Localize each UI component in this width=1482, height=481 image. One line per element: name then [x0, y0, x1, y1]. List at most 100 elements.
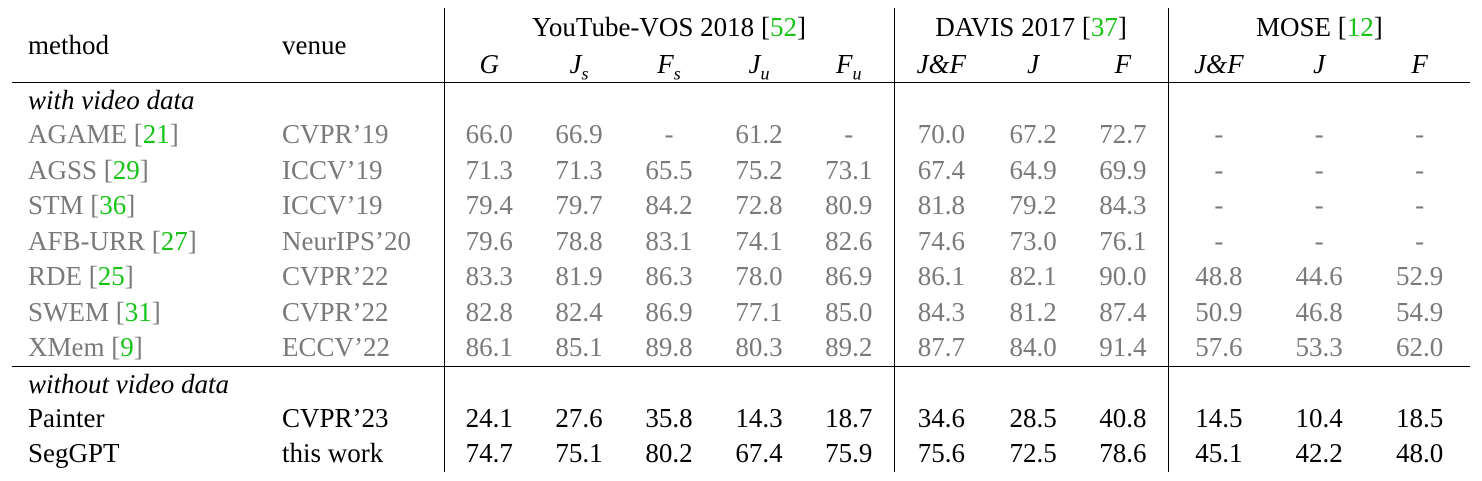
mose-group-name: MOSE — [1255, 12, 1338, 42]
ytvos-ref-open: [ — [760, 12, 770, 42]
metric-header-ytvos-fu: Fu — [804, 46, 895, 83]
value-cell: 87.7 — [893, 330, 989, 366]
ref-close-bracket: ] — [126, 190, 136, 221]
value-cell: 75.6 — [893, 436, 989, 472]
section-filler-cell — [714, 83, 804, 118]
value-cell: 73.0 — [1009, 225, 1057, 256]
value-cell: 79.6 — [443, 223, 534, 259]
metric-header-row: G Js Fs Ju Fu J&F J F J&F J F — [12, 46, 1471, 84]
value-cell: 80.3 — [735, 332, 783, 363]
ref-close-bracket: ] — [187, 225, 197, 256]
method-column-header: method — [12, 8, 272, 83]
value-cell: 52.9 — [1395, 261, 1444, 292]
ref-open-bracket: [ — [90, 190, 100, 221]
mose-ref-open: [ — [1337, 12, 1347, 42]
value-cell: 85.0 — [825, 296, 873, 327]
metric-header-davis-jf: J&F — [893, 46, 989, 83]
method-citation[interactable]: 31 — [124, 296, 152, 327]
metric-header-mose-jf: J&F — [1167, 46, 1270, 83]
method-citation[interactable]: 29 — [112, 154, 140, 185]
method-cell: STM [36] — [12, 188, 272, 224]
venue-cell: NeurIPS’20 — [282, 225, 411, 256]
value-cell: 48.0 — [1395, 438, 1444, 469]
value-cell: - — [1314, 119, 1324, 150]
mose-ref-close: ] — [1373, 12, 1383, 42]
value-cell: 35.8 — [645, 402, 693, 433]
value-cell: 46.8 — [1295, 296, 1343, 327]
method-cell: RDE [25] — [12, 259, 272, 295]
method-header-label: method — [28, 30, 109, 60]
value-cell: 18.7 — [825, 402, 873, 433]
metric-subscript: s — [581, 63, 589, 84]
value-cell: 79.2 — [1009, 190, 1057, 221]
section-filler-cell — [988, 365, 1079, 401]
method-cell: SegGPT — [12, 436, 272, 472]
value-cell: 74.1 — [735, 225, 783, 256]
section-header-row: with video data — [12, 82, 1470, 118]
value-cell: 75.9 — [825, 438, 873, 469]
value-cell: 67.4 — [735, 438, 783, 469]
value-cell: 86.1 — [443, 330, 534, 366]
value-cell: 64.9 — [1009, 154, 1057, 185]
venue-cell: CVPR’19 — [282, 119, 389, 150]
method-name: AGAME — [28, 119, 134, 150]
table-row: AGAME [21] CVPR’19 66.0 66.9 - 61.2 - 70.0 67.2 7… — [12, 117, 1470, 153]
method-citation[interactable]: 27 — [160, 225, 188, 256]
method-citation[interactable]: 9 — [120, 332, 134, 363]
value-cell: 44.6 — [1295, 261, 1343, 292]
method-name: STM — [28, 190, 91, 221]
venue-header-label: venue — [282, 30, 347, 60]
value-cell: 45.1 — [1167, 436, 1270, 472]
value-cell: 72.8 — [735, 190, 783, 221]
section-filler-cell — [1167, 365, 1270, 401]
method-citation[interactable]: 21 — [142, 119, 170, 150]
method-name: SegGPT — [28, 438, 120, 469]
value-cell: - — [1314, 154, 1324, 185]
davis-citation[interactable]: 37 — [1090, 12, 1118, 42]
ref-open-bracket: [ — [115, 296, 125, 327]
section-filler-cell — [988, 83, 1078, 118]
value-cell: 86.1 — [893, 259, 989, 295]
value-cell: 54.9 — [1395, 296, 1444, 327]
value-cell: 71.3 — [555, 154, 603, 185]
method-citation[interactable]: 25 — [97, 261, 125, 292]
value-cell: 86.9 — [645, 296, 693, 327]
table-row: Painter CVPR’23 24.1 27.6 35.8 14.3 18.7 34.6 28… — [12, 400, 1470, 436]
venue-cell: CVPR’22 — [282, 261, 389, 292]
method-cell: AGAME [21] — [12, 117, 272, 153]
value-cell: 10.4 — [1295, 402, 1343, 433]
venue-cell: CVPR’22 — [282, 296, 389, 327]
metric-symbol: F — [657, 49, 674, 79]
method-citation[interactable]: 36 — [99, 190, 127, 221]
ref-open-bracket: [ — [133, 119, 143, 150]
value-cell: - — [1314, 190, 1324, 221]
method-name: SWEM — [28, 296, 116, 327]
value-cell: 14.3 — [735, 402, 783, 433]
metric-symbol: F — [1114, 49, 1132, 79]
table-row: AFB-URR [27] NeurIPS’20 79.6 78.8 83.1 74.1 82… — [12, 223, 1470, 259]
mose-citation[interactable]: 12 — [1346, 12, 1374, 42]
value-cell: 82.8 — [443, 294, 534, 330]
metric-header-davis-f: F — [1078, 46, 1169, 83]
value-cell: 91.4 — [1099, 332, 1147, 363]
section-filler-cell — [534, 365, 624, 401]
value-cell: 87.4 — [1099, 296, 1147, 327]
value-cell: 40.8 — [1099, 402, 1147, 433]
section-filler-cell — [893, 365, 989, 401]
value-cell: 82.6 — [825, 225, 873, 256]
section-filler-cell — [1078, 365, 1169, 401]
ytvos-citation[interactable]: 52 — [769, 12, 797, 42]
metric-symbol: J — [748, 49, 761, 79]
section-filler-cell — [1369, 365, 1471, 401]
table-row: SegGPT this work 74.7 75.1 80.2 67.4 75.9 75.6 7… — [12, 436, 1470, 472]
section-filler-cell — [1167, 82, 1270, 117]
metric-header-ytvos-fs: Fs — [624, 46, 714, 83]
section-header-row: without video data — [12, 365, 1471, 401]
value-cell: 80.9 — [825, 190, 873, 221]
value-cell: 79.4 — [443, 188, 534, 224]
ref-open-bracket: [ — [88, 261, 98, 292]
value-cell: 73.1 — [825, 154, 873, 185]
value-cell: 78.0 — [735, 261, 783, 292]
value-cell: - — [1167, 188, 1270, 224]
davis-group-header: DAVIS 2017 [37] — [893, 8, 1169, 46]
